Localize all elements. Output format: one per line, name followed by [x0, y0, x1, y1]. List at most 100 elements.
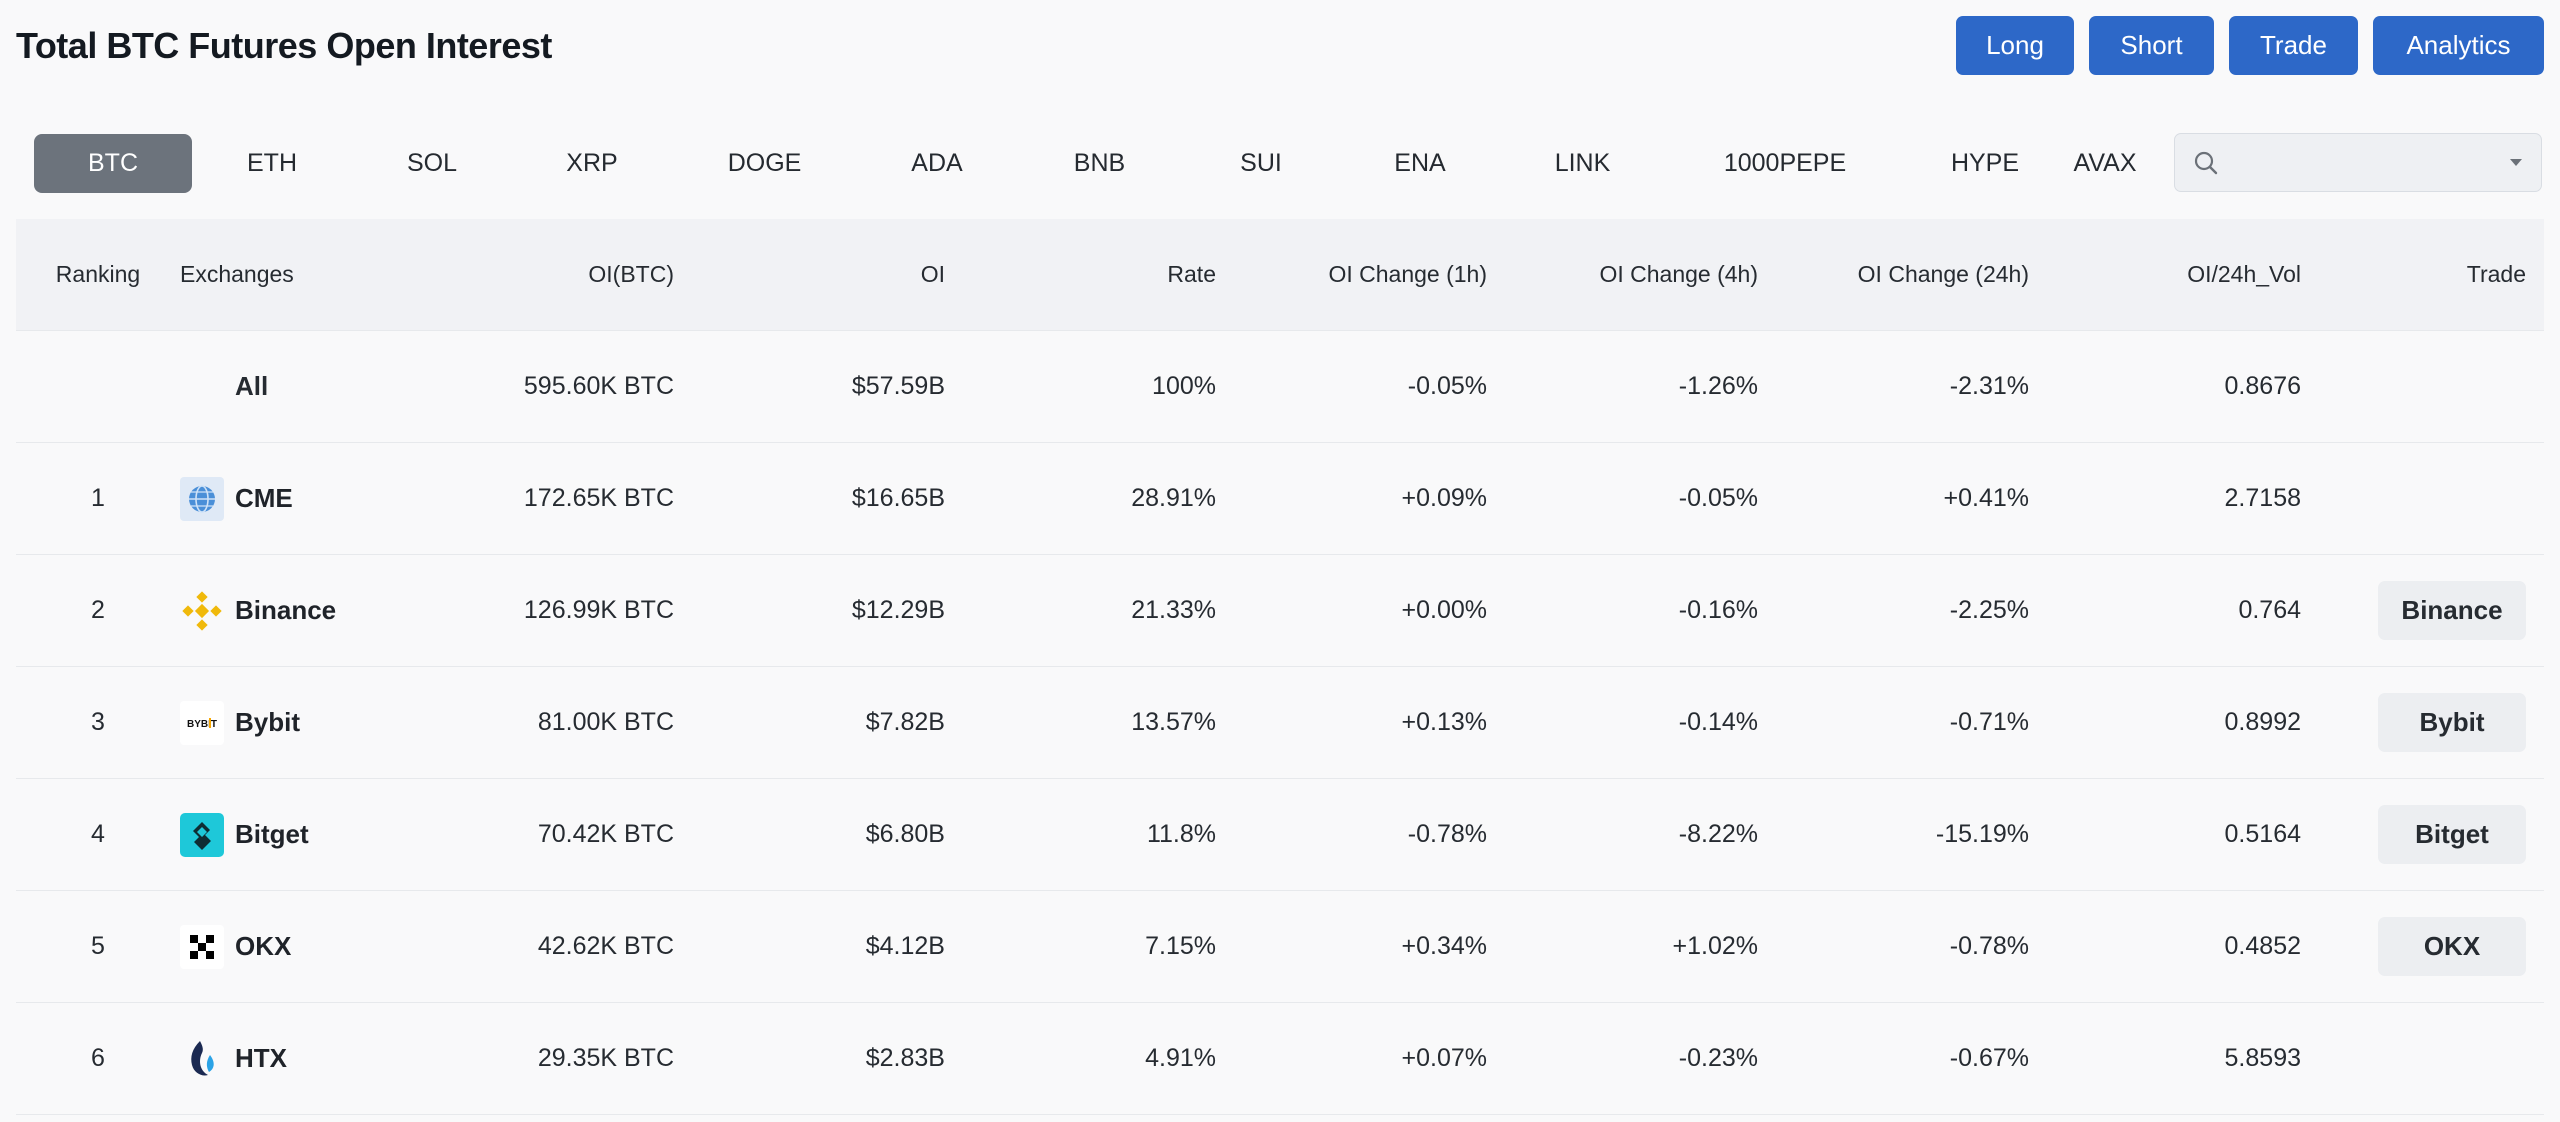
oi-btc-cell: 70.42K BTC — [394, 778, 674, 891]
oi-cell: $6.80B — [674, 778, 945, 891]
exchange-name[interactable]: OKX — [235, 931, 292, 961]
exchange-cell: All — [180, 330, 394, 443]
header-ranking[interactable]: Ranking — [16, 219, 180, 331]
tab-link[interactable]: LINK — [1554, 148, 1611, 177]
rank-cell: 6 — [16, 1002, 180, 1115]
oi-24h-vol-cell: 2.7158 — [2029, 442, 2301, 555]
analytics-button[interactable]: Analytics — [2373, 16, 2544, 75]
exchange-cell[interactable]: HTX — [180, 1002, 394, 1115]
oi-change-4h-cell: -0.05% — [1487, 442, 1758, 555]
exchange-name: All — [235, 371, 269, 401]
tab-avax[interactable]: AVAX — [2073, 148, 2137, 177]
oi-cell: $12.29B — [674, 554, 945, 667]
trade-button[interactable]: Trade — [2229, 16, 2358, 75]
table-row: 6 HTX 29.35K BTC $2.83B 4.91% +0.07% -0.23% -0.… — [16, 1002, 2544, 1115]
long-button[interactable]: Long — [1956, 16, 2074, 75]
header-rate[interactable]: Rate — [945, 219, 1216, 331]
tab-hype[interactable]: HYPE — [1950, 148, 2020, 177]
rate-cell: 100% — [945, 330, 1216, 443]
table-row: 5 OKX 42.62K BTC $4.12B 7.15% +0.34% +1.02% -0.… — [16, 890, 2544, 1003]
short-button[interactable]: Short — [2089, 16, 2214, 75]
oi-btc-cell: 42.62K BTC — [394, 890, 674, 1003]
tab-btc[interactable]: BTC — [34, 133, 192, 193]
tab-bnb[interactable]: BNB — [1073, 148, 1126, 177]
search-input[interactable] — [2231, 142, 2495, 184]
tab-doge[interactable]: DOGE — [727, 148, 802, 177]
rate-cell: 13.57% — [945, 666, 1216, 779]
exchange-cell[interactable]: BYBIT Bybit — [180, 666, 394, 779]
exchange-cell[interactable]: OKX — [180, 890, 394, 1003]
oi-24h-vol-cell: 0.8992 — [2029, 666, 2301, 779]
rate-cell: 7.15% — [945, 890, 1216, 1003]
trade-okx-button[interactable]: OKX — [2378, 917, 2526, 976]
oi-24h-vol-cell: 0.5164 — [2029, 778, 2301, 891]
rank-cell: 5 — [16, 890, 180, 1003]
exchange-cell[interactable]: Binance — [180, 554, 394, 667]
trade-cell — [2301, 442, 2544, 555]
header-oi-24h-vol[interactable]: OI/24h_Vol — [2029, 219, 2301, 331]
table-row-all: All 595.60K BTC $57.59B 100% -0.05% -1.2… — [16, 330, 2544, 443]
table-row: 2 Binance 126.99K BTC $12.29B 21.33% +0.00% -0… — [16, 554, 2544, 667]
table-row: 3 BYBIT Bybit 81.00K BTC $7.82B 13.57% +0.13% -… — [16, 666, 2544, 779]
rate-cell: 21.33% — [945, 554, 1216, 667]
oi-btc-cell: 29.35K BTC — [394, 1002, 674, 1115]
oi-change-4h-cell: -0.23% — [1487, 1002, 1758, 1115]
oi-change-1h-cell: -0.05% — [1216, 330, 1487, 443]
header-oi[interactable]: OI — [674, 219, 945, 331]
tab-eth[interactable]: ETH — [247, 148, 297, 177]
oi-btc-cell: 595.60K BTC — [394, 330, 674, 443]
tab-1000pepe[interactable]: 1000PEPE — [1723, 148, 1847, 177]
bybit-logo-icon: BYBIT — [180, 700, 224, 745]
oi-change-4h-cell: +1.02% — [1487, 890, 1758, 1003]
oi-cell: $7.82B — [674, 666, 945, 779]
exchange-name[interactable]: Binance — [235, 595, 337, 625]
top-actions: Long Short Trade Analytics — [1956, 16, 2544, 75]
rank-cell: 4 — [16, 778, 180, 891]
oi-change-1h-cell: -0.78% — [1216, 778, 1487, 891]
tab-xrp[interactable]: XRP — [566, 148, 618, 177]
chevron-down-icon[interactable] — [2509, 158, 2523, 168]
rank-cell: 2 — [16, 554, 180, 667]
tab-ada[interactable]: ADA — [911, 148, 963, 177]
tab-sui[interactable]: SUI — [1240, 148, 1282, 177]
oi-change-1h-cell: +0.07% — [1216, 1002, 1487, 1115]
trade-binance-button[interactable]: Binance — [2378, 581, 2526, 640]
oi-change-24h-cell: -0.78% — [1758, 890, 2029, 1003]
table-row: 1 CME 172.65K BTC $16.65B 28.91% +0.09% -0.05%… — [16, 442, 2544, 555]
oi-24h-vol-cell: 5.8593 — [2029, 1002, 2301, 1115]
search-select[interactable] — [2174, 133, 2542, 192]
header-oi-change-4h[interactable]: OI Change (4h) — [1487, 219, 1758, 331]
trade-cell — [2301, 1002, 2544, 1115]
header-oi-change-24h[interactable]: OI Change (24h) — [1758, 219, 2029, 331]
tab-ena[interactable]: ENA — [1394, 148, 1446, 177]
oi-change-24h-cell: -2.25% — [1758, 554, 2029, 667]
oi-change-1h-cell: +0.09% — [1216, 442, 1487, 555]
trade-bitget-button[interactable]: Bitget — [2378, 805, 2526, 864]
exchange-name[interactable]: Bybit — [235, 707, 300, 737]
exchange-name[interactable]: Bitget — [235, 819, 309, 849]
oi-change-4h-cell: -0.16% — [1487, 554, 1758, 667]
oi-change-24h-cell: +0.41% — [1758, 442, 2029, 555]
header-oi-btc[interactable]: OI(BTC) — [394, 219, 674, 331]
htx-logo-icon — [180, 1037, 224, 1081]
oi-24h-vol-cell: 0.8676 — [2029, 330, 2301, 443]
binance-logo-icon — [180, 589, 224, 633]
oi-24h-vol-cell: 0.764 — [2029, 554, 2301, 667]
exchange-cell[interactable]: Bitget — [180, 778, 394, 891]
tab-sol[interactable]: SOL — [406, 148, 458, 177]
cme-logo-icon — [180, 476, 224, 521]
exchange-name[interactable]: HTX — [235, 1043, 287, 1073]
exchange-cell[interactable]: CME — [180, 442, 394, 555]
oi-btc-cell: 81.00K BTC — [394, 666, 674, 779]
header-oi-change-1h[interactable]: OI Change (1h) — [1216, 219, 1487, 331]
oi-cell: $2.83B — [674, 1002, 945, 1115]
open-interest-table: Ranking Exchanges OI(BTC) OI Rate OI Cha… — [16, 219, 2544, 1115]
oi-change-24h-cell: -0.71% — [1758, 666, 2029, 779]
trade-bybit-button[interactable]: Bybit — [2378, 693, 2526, 752]
trade-cell: Bybit — [2301, 666, 2544, 779]
page-title: Total BTC Futures Open Interest — [16, 25, 552, 66]
exchange-name[interactable]: CME — [235, 483, 293, 513]
header-exchanges[interactable]: Exchanges — [180, 219, 394, 331]
trade-cell: OKX — [2301, 890, 2544, 1003]
trade-cell: Bitget — [2301, 778, 2544, 891]
